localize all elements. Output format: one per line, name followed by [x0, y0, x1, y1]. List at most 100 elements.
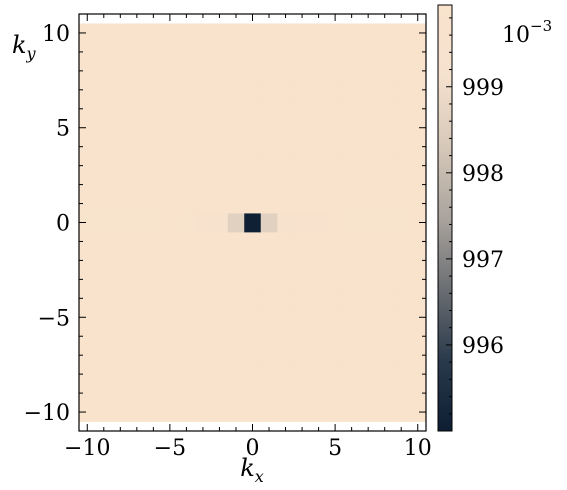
heatmap-cell	[293, 250, 311, 271]
heatmap-cell	[211, 194, 229, 214]
heatmap-cell	[178, 345, 196, 366]
heatmap-cell	[277, 80, 295, 100]
heatmap-cell	[79, 99, 96, 119]
heatmap-cell	[376, 269, 394, 290]
y-axis-label-main: k	[12, 31, 27, 59]
heatmap-cell	[277, 156, 295, 176]
heatmap-cell	[260, 213, 278, 233]
heatmap-cell	[359, 231, 377, 252]
heatmap-cell	[409, 42, 427, 62]
heatmap-cell	[194, 118, 212, 138]
heatmap-cell	[409, 156, 427, 176]
y-axis-label-subscript: y	[26, 44, 37, 63]
y-tick-label: 5	[56, 117, 70, 142]
heatmap-cell	[310, 61, 328, 81]
heatmap-cell	[128, 250, 146, 271]
heatmap-cell	[277, 288, 295, 309]
colorbar-tick-label: 998	[462, 162, 504, 187]
heatmap-cell	[310, 137, 328, 157]
heatmap-cell	[161, 269, 179, 290]
colorbar-tick-label: 997	[462, 248, 504, 273]
heatmap-cell	[293, 194, 311, 214]
heatmap-cell	[326, 156, 344, 176]
heatmap-cell	[194, 231, 212, 252]
heatmap-cell	[79, 194, 96, 214]
heatmap-cell	[161, 156, 179, 176]
heatmap-cell	[326, 137, 344, 157]
heatmap-cell	[260, 61, 278, 81]
heatmap-cell	[359, 118, 377, 138]
heatmap-cell	[343, 137, 361, 157]
heatmap-cell	[161, 383, 179, 403]
heatmap-cell	[409, 118, 427, 138]
heatmap-cell	[359, 250, 377, 271]
heatmap-cell	[244, 194, 262, 214]
heatmap-cell	[244, 307, 262, 328]
heatmap-cell	[326, 288, 344, 309]
heatmap-cell	[112, 175, 129, 195]
heatmap-cell	[244, 269, 262, 290]
heatmap-cell	[95, 61, 113, 81]
heatmap-cell	[392, 345, 410, 366]
heatmap-cell	[112, 364, 129, 385]
heatmap-cell	[211, 326, 229, 347]
heatmap-cell	[227, 345, 245, 366]
heatmap-cell	[260, 326, 278, 347]
heatmap-cell	[79, 213, 96, 233]
heatmap-cell	[277, 307, 295, 328]
heatmap-cell	[79, 42, 96, 62]
heatmap-cell	[310, 156, 328, 176]
heatmap-cell	[128, 80, 146, 100]
heatmap-cell	[194, 80, 212, 100]
heatmap-cell	[244, 61, 262, 81]
heatmap-cell	[194, 42, 212, 62]
heatmap-cell	[145, 61, 163, 81]
heatmap-cell	[79, 269, 96, 290]
heatmap-cell	[128, 231, 146, 252]
heatmap-cell	[95, 364, 113, 385]
heatmap-cell	[343, 364, 361, 385]
heatmap-cell	[409, 175, 427, 195]
heatmap-cell	[376, 213, 394, 233]
heatmap-cell	[128, 288, 146, 309]
heatmap-cell	[293, 231, 311, 252]
heatmap-cell	[392, 118, 410, 138]
heatmap-cell	[145, 80, 163, 100]
heatmap-cell	[145, 364, 163, 385]
heatmap-cell	[128, 402, 146, 422]
heatmap-cell	[178, 402, 196, 422]
heatmap-cell	[409, 402, 427, 422]
heatmap-cell	[161, 175, 179, 195]
heatmap-cell	[95, 326, 113, 347]
heatmap-cell	[161, 99, 179, 119]
heatmap-cell	[95, 23, 113, 43]
heatmap-cell	[178, 326, 196, 347]
heatmap-cell	[376, 345, 394, 366]
axis-tick-labels: −10 −5 0 5 10 −10 −5 0 5 10	[24, 22, 432, 461]
heatmap-cell	[145, 118, 163, 138]
heatmap-cell	[359, 194, 377, 214]
heatmap-cell	[95, 99, 113, 119]
heatmap-cell	[343, 288, 361, 309]
heatmap-cell	[128, 42, 146, 62]
heatmap-cell	[310, 231, 328, 252]
heatmap-cell	[128, 345, 146, 366]
heatmap-cell	[244, 326, 262, 347]
heatmap-cell	[244, 383, 262, 403]
heatmap-cell	[326, 383, 344, 403]
heatmap-cell	[161, 307, 179, 328]
heatmap-cell	[277, 213, 295, 233]
heatmap-cell	[293, 402, 311, 422]
heatmap-cell	[343, 99, 361, 119]
heatmap-cell	[260, 23, 278, 43]
heatmap-cell	[343, 80, 361, 100]
heatmap-cell	[392, 137, 410, 157]
heatmap-cell	[178, 80, 196, 100]
heatmap-cell	[112, 307, 129, 328]
heatmap-cell	[128, 23, 146, 43]
heatmap-cell	[326, 269, 344, 290]
heatmap-cell	[293, 61, 311, 81]
heatmap-cell	[211, 156, 229, 176]
heatmap-cell	[128, 213, 146, 233]
heatmap-cell	[293, 307, 311, 328]
